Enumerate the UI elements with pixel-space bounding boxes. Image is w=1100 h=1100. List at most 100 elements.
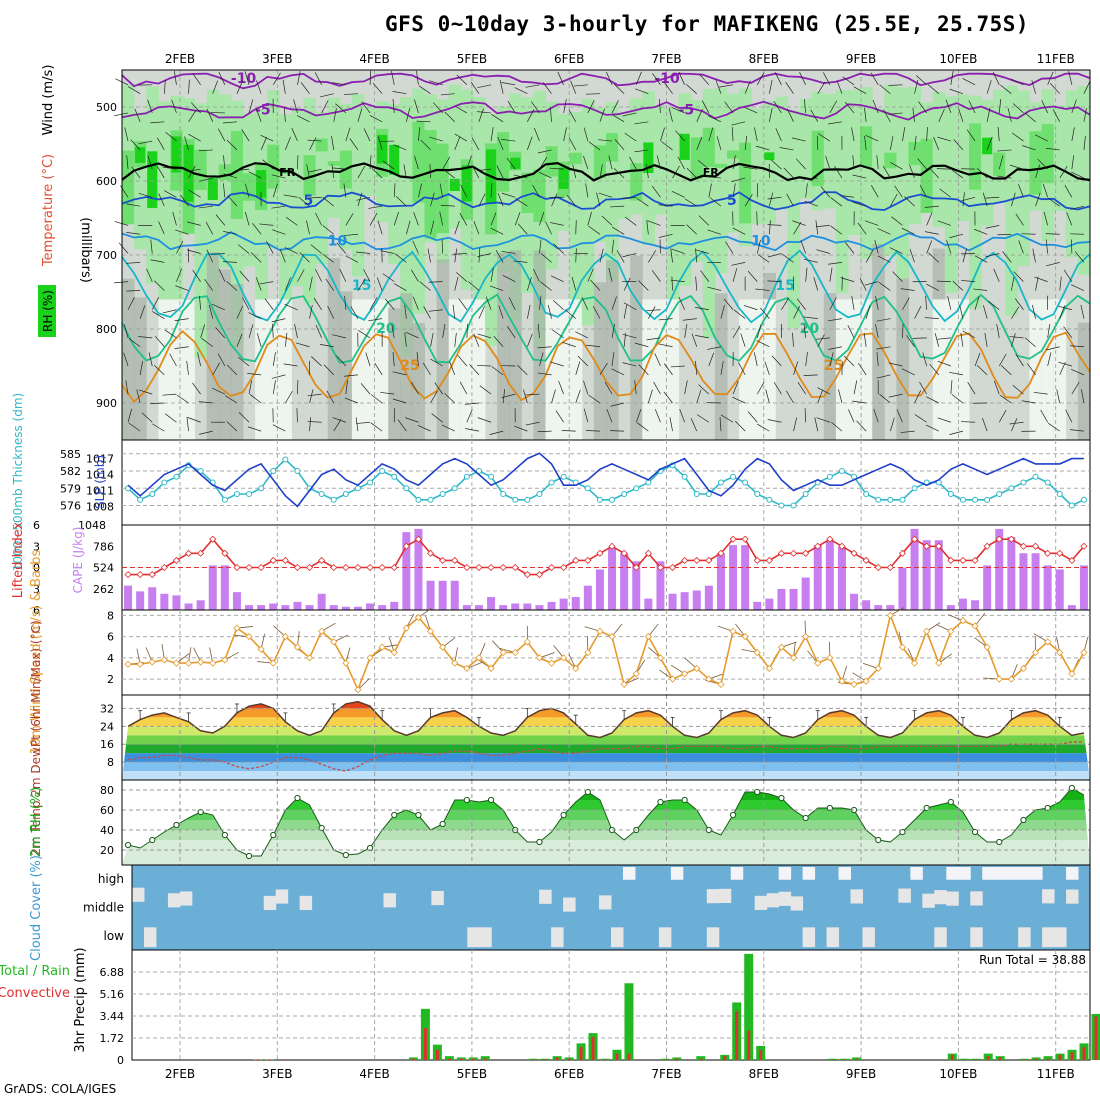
rh-point [1020, 816, 1027, 824]
wind-barb [744, 193, 753, 207]
wind-barb [226, 421, 238, 432]
cape-bar [462, 605, 471, 610]
wind-barb [845, 242, 855, 254]
lifted-index-point [257, 563, 265, 572]
grey-shade [630, 255, 643, 440]
wind-barb [838, 389, 843, 404]
wind-barb [767, 196, 782, 200]
wind-barb [285, 136, 291, 151]
wind-barb [343, 93, 358, 95]
cloud-mid-cell [1042, 889, 1055, 904]
wind-barb [652, 73, 661, 85]
temp-band [122, 735, 1090, 745]
grey-shade [206, 252, 220, 440]
rh-point [318, 824, 325, 832]
wind-barb [495, 250, 504, 263]
wind-barb [114, 112, 129, 117]
grey-shade [339, 291, 353, 440]
wind-barb [914, 79, 919, 94]
wind-barb [786, 390, 794, 404]
slp-line [127, 452, 1084, 508]
lifted-index-point [209, 535, 217, 543]
date-label-bottom: 3FEB [262, 1067, 292, 1081]
wind-barb [272, 323, 274, 338]
wind-barb [471, 137, 480, 151]
isotherm-label: 15 [352, 278, 371, 294]
wind-barb [720, 305, 725, 319]
wind-barb [1063, 269, 1073, 282]
lifted-index-point [935, 542, 943, 550]
wind-speed-point [451, 659, 459, 667]
date-label-bottom: 8FEB [749, 1067, 779, 1081]
wind-barb [527, 277, 532, 291]
wind-barb [708, 115, 722, 123]
wind-barb [333, 419, 342, 432]
wind-speed-point [136, 660, 144, 668]
surface-wind-barb [442, 637, 456, 648]
wind-barb [876, 346, 891, 350]
wind-barb [775, 128, 782, 142]
wind-barb [322, 197, 334, 207]
wind-barb [623, 277, 631, 291]
cape-bar [886, 605, 895, 610]
wind-barb [392, 91, 407, 95]
precip-convective-bar [950, 1054, 954, 1060]
wind-barb [785, 81, 794, 94]
cape-tick-label: 524 [93, 562, 114, 575]
rh-point [802, 814, 809, 822]
rh-shade [351, 94, 365, 277]
wind-barb [211, 303, 225, 311]
wind-barb [936, 280, 951, 282]
wind-barb [382, 273, 395, 282]
wind-barb [222, 261, 237, 263]
wind-speed-point [547, 659, 556, 667]
wind-barb [744, 80, 751, 94]
rh-point [197, 808, 204, 816]
precip-convective-bar [699, 1058, 703, 1060]
wind-barb [138, 192, 153, 198]
wind-barb [851, 127, 855, 142]
wind-barb [259, 281, 274, 285]
precip-convective-bar [591, 1036, 595, 1060]
wind-barb [428, 281, 443, 283]
wind-speed-point [511, 648, 519, 657]
cape-bar [898, 567, 907, 610]
wind-barb [314, 72, 322, 85]
thickness-point [173, 473, 180, 480]
wind-barb [707, 346, 722, 350]
wind-barb [573, 84, 588, 87]
wind-barb [406, 108, 411, 122]
lifted-index-point [560, 563, 568, 572]
footer-credit: GrADS: COLA/IGES [4, 1082, 117, 1096]
wind-barb [1070, 205, 1085, 210]
wind-barb [731, 121, 746, 126]
wind-barb [623, 304, 628, 319]
surface-wind-barb [273, 625, 286, 637]
wind-speed-point [245, 632, 253, 641]
wind-barb [919, 184, 927, 198]
wind-barb [391, 324, 395, 338]
wind-barb [153, 364, 165, 376]
wind-barb [968, 100, 976, 114]
rh-shade [702, 127, 716, 167]
rh-point [899, 828, 906, 836]
wind-barb [842, 76, 855, 86]
wind-barb [404, 304, 407, 319]
wind-barb [514, 87, 528, 94]
wind-barb [586, 344, 600, 348]
wind-barb [902, 323, 904, 338]
wind-barb [454, 220, 460, 235]
wind-barb [458, 298, 468, 310]
lifted-index-point [293, 563, 302, 572]
wind-barb [363, 269, 371, 282]
temp-line [127, 700, 1085, 739]
wind-barb [350, 306, 359, 319]
temp-band [122, 744, 1090, 754]
wind-barb [252, 223, 262, 235]
cape-bar [547, 601, 556, 610]
dry-shade [956, 299, 970, 440]
cloud-high-cell [1018, 867, 1031, 880]
wind-barb [369, 115, 383, 123]
rh-shade [593, 145, 607, 179]
wind-barb [575, 248, 577, 263]
